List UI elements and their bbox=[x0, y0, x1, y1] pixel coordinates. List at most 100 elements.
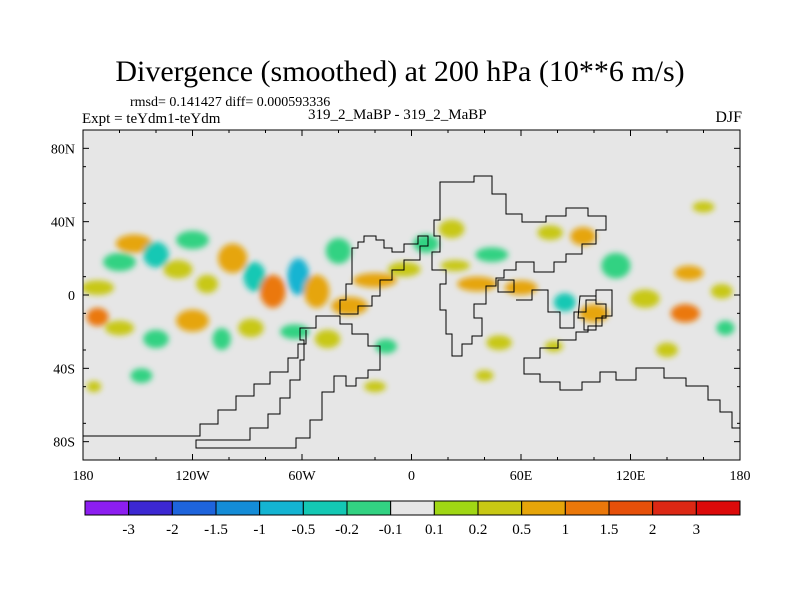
colorbar-label: -1 bbox=[253, 522, 266, 538]
colorbar-label: -0.2 bbox=[335, 522, 359, 538]
x-tick-label: 60W bbox=[288, 469, 316, 484]
field-anomaly-blob bbox=[656, 342, 678, 358]
colorbar-swatch bbox=[346, 500, 392, 516]
field-anomaly-blob bbox=[143, 329, 169, 349]
antarctic-outline bbox=[83, 330, 307, 437]
season-label: DJF bbox=[715, 109, 742, 126]
colorbar-label: 2 bbox=[649, 522, 657, 538]
field-anomaly-blob bbox=[674, 265, 704, 281]
run-comparison-label: 319_2_MaBP - 319_2_MaBP bbox=[308, 107, 487, 123]
field-anomaly-blob bbox=[303, 274, 330, 308]
colorbar-label: -2 bbox=[166, 522, 179, 538]
field-anomaly-blob bbox=[486, 335, 512, 350]
y-tick-label: 80N bbox=[51, 142, 75, 157]
field-anomaly-blob bbox=[243, 262, 266, 292]
colorbar-label: 3 bbox=[693, 522, 701, 538]
indian-ocean-rim-outline bbox=[516, 289, 740, 429]
field-anomaly-blob bbox=[314, 329, 341, 349]
colorbar-swatch bbox=[695, 500, 741, 516]
colorbar: -3 -2 -1.5 -1 -0.5 -0.2 -0.1 0.1 0.2 0.5 1 1.5 2 3 bbox=[84, 500, 741, 538]
field-anomaly-blob bbox=[238, 318, 264, 338]
colorbar-label: -3 bbox=[122, 522, 135, 538]
field-anomaly-blob bbox=[83, 280, 115, 295]
x-tick-label: 60E bbox=[510, 469, 533, 484]
field-anomaly-blob bbox=[86, 381, 102, 393]
x-tick-label: 180 bbox=[730, 469, 751, 484]
field-anomaly-blob bbox=[544, 340, 563, 352]
americas-outline bbox=[339, 235, 429, 315]
x-tick-label: 120W bbox=[175, 469, 210, 484]
colorbar-swatch bbox=[608, 500, 654, 516]
field-anomaly-blob bbox=[196, 274, 219, 294]
x-tick-label: 120E bbox=[616, 469, 646, 484]
field-anomaly-blob bbox=[601, 252, 631, 279]
colorbar-swatch bbox=[215, 500, 261, 516]
colorbar-swatch bbox=[433, 500, 479, 516]
y-tick-label: 40N bbox=[51, 216, 75, 231]
field-anomaly-blob bbox=[143, 241, 169, 268]
field-anomaly-blob bbox=[104, 320, 135, 336]
rmsd-diff-stats: rmsd= 0.141427 diff= 0.000593336 bbox=[130, 95, 331, 110]
colorbar-label: -1.5 bbox=[204, 522, 228, 538]
colorbar-label: -0.1 bbox=[379, 522, 403, 538]
australasia-outline bbox=[497, 279, 607, 331]
field-anomaly-blob bbox=[364, 381, 386, 393]
south-america-outline bbox=[195, 315, 381, 449]
y-axis: 80N 40N 0 40S 80S bbox=[51, 129, 740, 461]
colorbar-swatch bbox=[302, 500, 348, 516]
field-anomaly-blob bbox=[260, 274, 286, 308]
colorbar-label: 1.5 bbox=[600, 522, 619, 538]
colorbar-swatch bbox=[84, 500, 130, 516]
colorbar-label: 0.5 bbox=[512, 522, 531, 538]
field-anomaly-blob bbox=[670, 304, 700, 323]
colorbar-swatch bbox=[521, 500, 566, 516]
experiment-label: Expt = teYdm1-teYdm bbox=[82, 111, 221, 127]
field-anomaly-blob bbox=[457, 276, 498, 292]
field-anomaly-blob bbox=[353, 273, 397, 288]
y-tick-label: 80S bbox=[53, 436, 75, 451]
colorbar-label: 1 bbox=[562, 522, 570, 538]
field-anomaly-blob bbox=[218, 243, 248, 273]
colorbar-swatch bbox=[259, 500, 304, 516]
field-anomaly-blob bbox=[630, 289, 660, 308]
colorbar-swatch bbox=[652, 500, 697, 516]
colorbar-swatch bbox=[128, 500, 173, 516]
x-axis: 180 120W 60W 0 60E 120E 180 bbox=[73, 130, 751, 484]
field-anomaly-blob bbox=[716, 320, 735, 336]
field-anomaly-blob bbox=[504, 280, 538, 295]
field-anomaly-blob bbox=[176, 309, 209, 332]
x-tick-label: 0 bbox=[408, 469, 415, 484]
colorbar-swatch bbox=[564, 500, 610, 516]
field-anomaly-blob bbox=[212, 328, 231, 350]
chart-title: Divergence (smoothed) at 200 hPa (10**6 … bbox=[115, 55, 685, 88]
field-anomaly-blob bbox=[176, 230, 209, 250]
y-tick-label: 40S bbox=[53, 362, 75, 377]
field-anomaly-blob bbox=[692, 201, 715, 213]
plot-background bbox=[83, 130, 740, 460]
field-anomaly-blob bbox=[475, 247, 509, 262]
y-tick-label: 0 bbox=[68, 289, 75, 304]
field-anomaly-blob bbox=[537, 225, 563, 241]
field-anomaly-blob bbox=[553, 293, 576, 312]
field-anomaly-blob bbox=[438, 219, 465, 239]
field-anomaly-blob bbox=[325, 238, 352, 264]
colorbar-label: 0.1 bbox=[425, 522, 444, 538]
field-anomaly-blob bbox=[115, 234, 153, 253]
continent-outline bbox=[83, 175, 740, 449]
field-anomaly-blob bbox=[440, 260, 470, 272]
field-anomaly-blob bbox=[86, 307, 109, 327]
colorbar-label: -0.5 bbox=[291, 522, 315, 538]
field-anomaly-blob bbox=[280, 324, 310, 339]
colorbar-swatch bbox=[477, 500, 523, 516]
field-anomaly-blob bbox=[163, 260, 193, 279]
field-anomaly-blob bbox=[287, 258, 310, 295]
colorbar-swatch bbox=[171, 500, 217, 516]
africa-eurasia-outline bbox=[431, 175, 607, 357]
field-anomaly-blob bbox=[103, 252, 136, 272]
field-anomaly-blob bbox=[130, 368, 153, 383]
colorbar-swatch bbox=[390, 500, 435, 516]
colorbar-label: 0.2 bbox=[469, 522, 488, 538]
x-tick-label: 180 bbox=[73, 469, 94, 484]
field-anomaly-blob bbox=[710, 284, 733, 299]
